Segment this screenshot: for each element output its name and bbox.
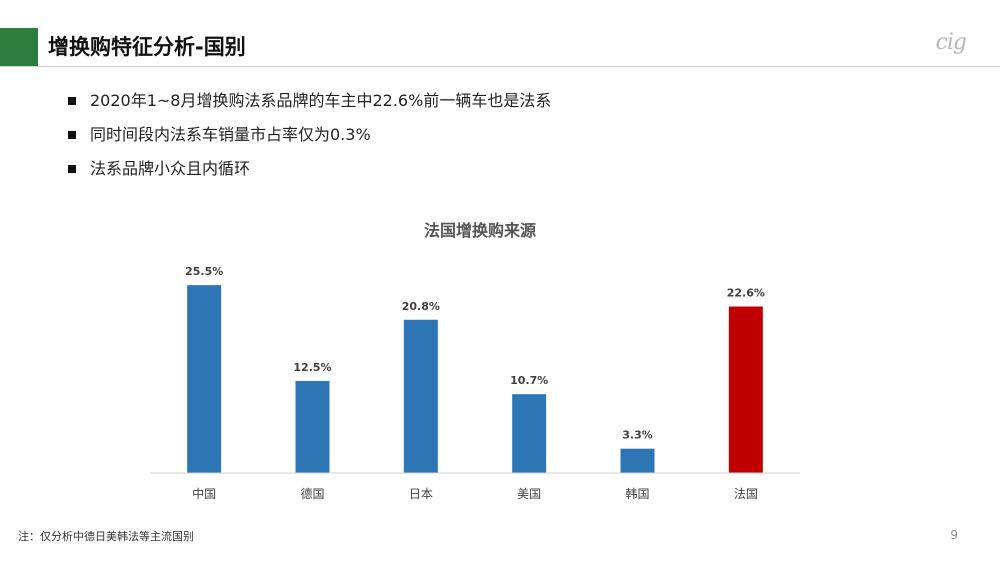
data-label: 10.7%	[510, 374, 548, 387]
bar-5	[620, 448, 655, 473]
data-label: 22.6%	[727, 287, 765, 300]
data-label: 12.5%	[293, 361, 331, 374]
footnote: 注：仅分析中德日美韩法等主流国别	[18, 530, 194, 543]
bar-2	[295, 380, 330, 473]
bullet-text: 法系品牌小众且内循环	[90, 159, 251, 178]
title-divider	[0, 66, 1000, 67]
x-tick-label: 美国	[517, 487, 541, 501]
bullet-square-icon	[68, 165, 76, 173]
bullet-item: 法系品牌小众且内循环	[66, 152, 551, 186]
data-label: 25.5%	[185, 265, 223, 278]
x-tick-label: 日本	[409, 487, 433, 501]
bar-3	[403, 319, 438, 473]
bar-1	[187, 285, 222, 473]
x-tick-label: 韩国	[625, 486, 649, 501]
data-label: 20.8%	[402, 300, 440, 313]
bullet-text: 2020年1~8月增换购法系品牌的车主中22.6%前一辆车也是法系	[90, 91, 552, 110]
data-label: 3.3%	[622, 429, 653, 442]
title-accent-bar	[0, 28, 38, 66]
bar-chart: 法国增换购来源 25.5% 中国 12.5% 德国 20.8% 日本 10.7% 美国 3.3%…	[150, 221, 800, 501]
bar-4	[512, 394, 547, 473]
bullet-square-icon	[68, 131, 76, 139]
bullet-square-icon	[68, 97, 76, 105]
bullet-text: 同时间段内法系车销量市占率仅为0.3%	[90, 125, 371, 144]
x-tick-label: 德国	[300, 486, 324, 501]
x-tick-label: 法国	[734, 487, 758, 501]
chart-title: 法国增换购来源	[424, 221, 536, 240]
bullet-list: 2020年1~8月增换购法系品牌的车主中22.6%前一辆车也是法系 同时间段内法…	[66, 84, 551, 186]
bullet-item: 2020年1~8月增换购法系品牌的车主中22.6%前一辆车也是法系	[66, 84, 551, 118]
page-title: 增换购特征分析-国别	[48, 35, 246, 59]
x-tick-label: 中国	[192, 486, 216, 501]
brand-logo: cig	[935, 30, 967, 55]
page-number: 9	[950, 528, 958, 542]
bar-6	[728, 306, 763, 473]
bar-group: 25.5% 中国 12.5% 德国 20.8% 日本 10.7% 美国 3.3% 韩国 22.6% 法…	[185, 265, 765, 501]
bullet-item: 同时间段内法系车销量市占率仅为0.3%	[66, 118, 551, 152]
